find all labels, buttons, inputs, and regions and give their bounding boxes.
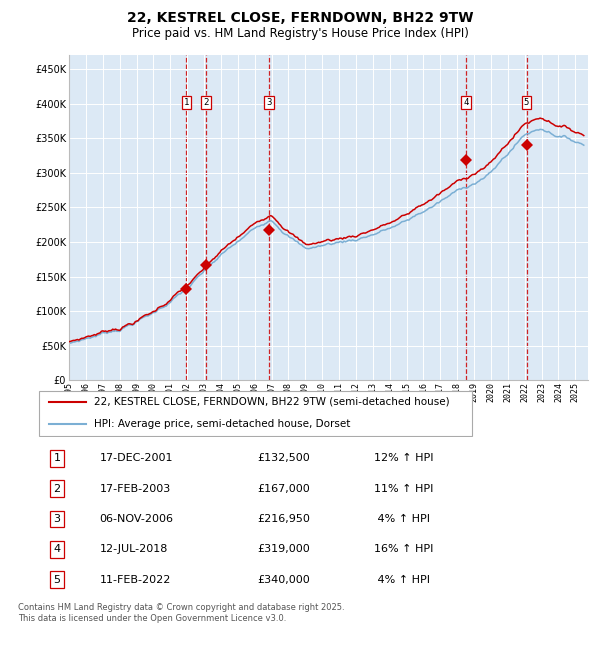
- Text: 16% ↑ HPI: 16% ↑ HPI: [374, 544, 433, 554]
- Text: 22, KESTREL CLOSE, FERNDOWN, BH22 9TW: 22, KESTREL CLOSE, FERNDOWN, BH22 9TW: [127, 11, 473, 25]
- Text: 3: 3: [53, 514, 61, 524]
- Text: 1: 1: [184, 98, 189, 107]
- Text: £340,000: £340,000: [258, 575, 311, 584]
- Text: 4: 4: [53, 544, 61, 554]
- Text: Price paid vs. HM Land Registry's House Price Index (HPI): Price paid vs. HM Land Registry's House …: [131, 27, 469, 40]
- Text: Contains HM Land Registry data © Crown copyright and database right 2025.
This d: Contains HM Land Registry data © Crown c…: [18, 603, 344, 623]
- Text: HPI: Average price, semi-detached house, Dorset: HPI: Average price, semi-detached house,…: [94, 419, 350, 429]
- Text: 17-FEB-2003: 17-FEB-2003: [100, 484, 170, 494]
- Text: 22, KESTREL CLOSE, FERNDOWN, BH22 9TW (semi-detached house): 22, KESTREL CLOSE, FERNDOWN, BH22 9TW (s…: [94, 396, 450, 407]
- Text: 5: 5: [524, 98, 529, 107]
- Text: 1: 1: [53, 454, 61, 463]
- FancyBboxPatch shape: [38, 391, 472, 436]
- Text: £216,950: £216,950: [258, 514, 311, 524]
- Text: £319,000: £319,000: [258, 544, 311, 554]
- Text: 4% ↑ HPI: 4% ↑ HPI: [374, 575, 430, 584]
- Text: 12-JUL-2018: 12-JUL-2018: [100, 544, 168, 554]
- Text: 2: 2: [53, 484, 61, 494]
- Text: £132,500: £132,500: [258, 454, 311, 463]
- Text: 12% ↑ HPI: 12% ↑ HPI: [374, 454, 433, 463]
- Text: 4: 4: [463, 98, 469, 107]
- Text: 5: 5: [53, 575, 61, 584]
- Text: 17-DEC-2001: 17-DEC-2001: [100, 454, 173, 463]
- Text: 2: 2: [203, 98, 209, 107]
- Text: 06-NOV-2006: 06-NOV-2006: [100, 514, 173, 524]
- Text: £167,000: £167,000: [258, 484, 311, 494]
- Text: 11% ↑ HPI: 11% ↑ HPI: [374, 484, 433, 494]
- Text: 4% ↑ HPI: 4% ↑ HPI: [374, 514, 430, 524]
- Text: 11-FEB-2022: 11-FEB-2022: [100, 575, 171, 584]
- Text: 3: 3: [266, 98, 272, 107]
